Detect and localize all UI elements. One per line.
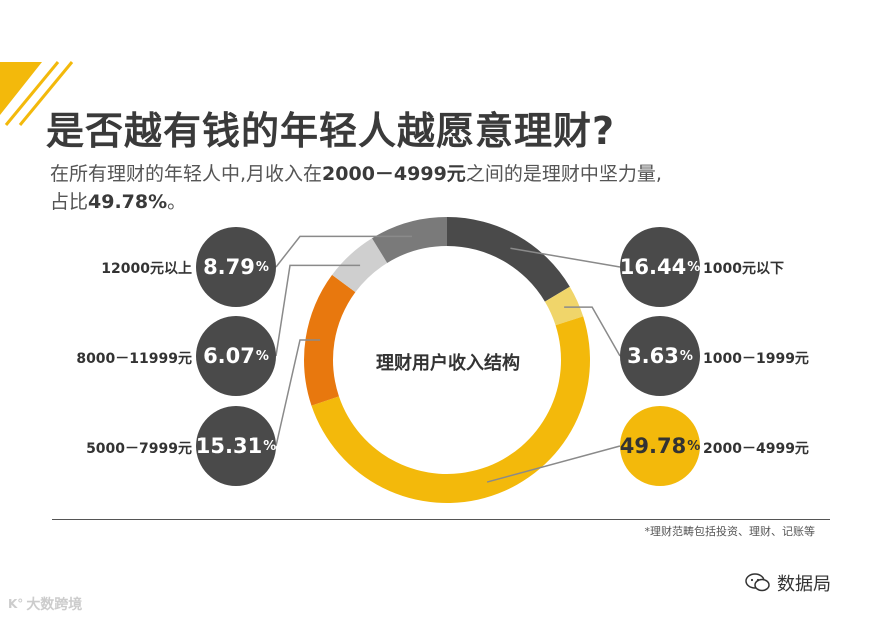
subtitle: 在所有理财的年轻人中,月收入在2000－4999元之间的是理财中坚力量, 占比4… — [50, 163, 662, 213]
bubble-1000-1999: 3.63% — [620, 316, 700, 396]
leader-line-5000-7999 — [275, 339, 321, 447]
bubble-below-1000: 16.44% — [620, 227, 700, 307]
donut-slice-2000-4999 — [311, 316, 590, 503]
donut-slice-above-12000 — [371, 217, 447, 263]
bubble-5000-7999: 15.31% — [196, 406, 276, 486]
label-5000-7999: 5000－7999元 — [86, 441, 192, 457]
leader-line-8000-11999 — [275, 264, 361, 357]
donut-slice-5000-7999 — [303, 274, 356, 406]
donut-slice-below-1000 — [447, 217, 570, 302]
page-title: 是否越有钱的年轻人越愿意理财? — [46, 109, 616, 153]
bubble-2000-4999: 49.78% — [620, 406, 700, 486]
label-1000-1999: 1000－1999元 — [703, 351, 809, 367]
wechat-icon — [745, 573, 770, 592]
label-below-1000: 1000元以下 — [703, 261, 784, 277]
leader-line-2000-4999 — [486, 445, 621, 483]
donut-center-title: 理财用户收入结构 — [376, 353, 520, 374]
leader-line-above-12000 — [275, 235, 412, 268]
leader-line-below-1000 — [510, 247, 621, 268]
leader-line-1000-1999 — [564, 306, 621, 357]
watermark-left: K° 大数跨境 — [8, 597, 83, 613]
donut-slice-1000-1999 — [544, 286, 584, 326]
label-above-12000: 12000元以上 — [101, 261, 192, 277]
subtitle-range: 2000－4999元 — [322, 163, 466, 185]
kr-logo-icon: K° — [8, 597, 24, 611]
label-2000-4999: 2000－4999元 — [703, 441, 809, 457]
watermark-right: 数据局 — [745, 570, 831, 596]
bubble-8000-11999: 6.07% — [196, 316, 276, 396]
label-8000-11999: 8000－11999元 — [76, 351, 192, 367]
footnote: *理财范畴包括投资、理财、记账等 — [644, 525, 816, 538]
bottom-divider — [52, 519, 830, 520]
corner-stripes-decoration — [0, 61, 74, 126]
subtitle-percent: 49.78% — [88, 191, 168, 213]
bubble-above-12000: 8.79% — [196, 227, 276, 307]
